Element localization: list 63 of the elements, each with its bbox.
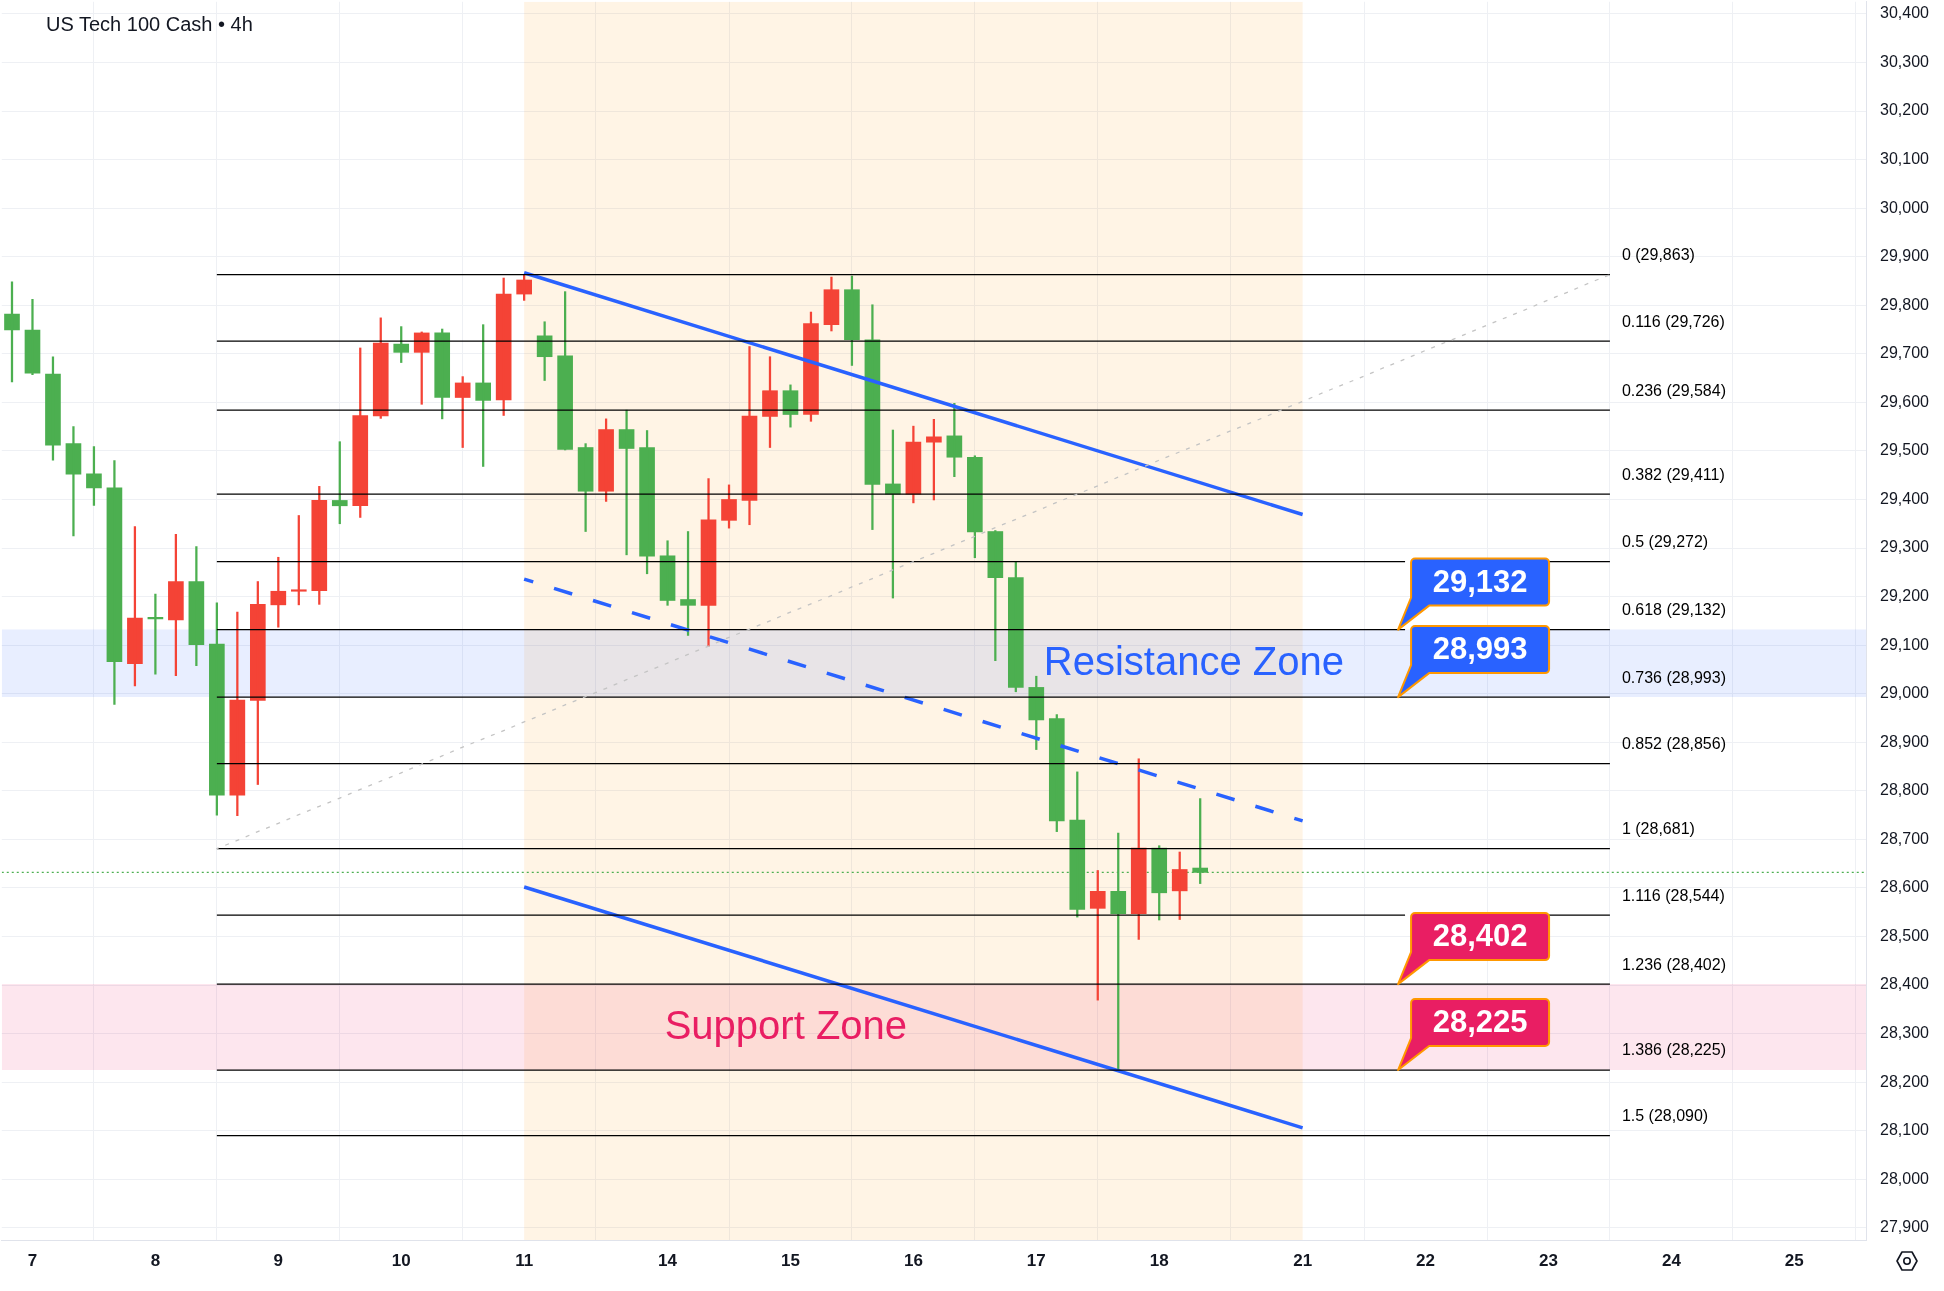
y-tick-label: 28,000: [1880, 1169, 1930, 1187]
y-tick-label: 28,400: [1880, 975, 1930, 993]
y-tick-label: 29,900: [1880, 247, 1930, 265]
x-tick-label: 11: [515, 1250, 534, 1270]
series-label: 1.386 (28,225): [1621, 1041, 1726, 1059]
x-tick-label: 8: [150, 1250, 161, 1270]
y-tick-label: 28,800: [1880, 781, 1930, 799]
x-tick-label: 18: [1149, 1250, 1169, 1270]
y-tick-label: 29,800: [1880, 295, 1930, 313]
x-tick-label: 21: [1293, 1250, 1313, 1270]
y-tick-label: 28,900: [1880, 732, 1930, 750]
series-label: 1.5 (28,090): [1621, 1107, 1709, 1124]
x-tick-label: 24: [1661, 1250, 1682, 1270]
y-tick-label: 30,100: [1880, 149, 1930, 167]
series-label: 0.852 (28,856): [1621, 735, 1726, 753]
y-tick-label: 28,200: [1880, 1072, 1930, 1090]
y-tick-label: 27,900: [1880, 1218, 1930, 1236]
y-tick-label: 30,200: [1880, 101, 1930, 119]
series-label: 0.736 (28,993): [1621, 668, 1726, 686]
y-tick-label: 29,000: [1880, 684, 1930, 702]
series-label: 0.5 (29,272): [1621, 533, 1709, 551]
x-tick-label: 25: [1784, 1250, 1804, 1270]
series-label: 0.382 (29,411): [1621, 465, 1725, 483]
series-label: 0.618 (29,132): [1621, 601, 1726, 619]
text: US Tech 100 Cash • 4h: [46, 12, 253, 36]
band-label: Support Zone: [664, 1003, 908, 1048]
x-tick-label: 17: [1026, 1250, 1046, 1270]
y-tick-label: 29,600: [1880, 392, 1930, 410]
annotation: 28,402: [1432, 918, 1528, 954]
series-label: 1.116 (28,544): [1621, 886, 1725, 904]
series-label: 1.236 (28,402): [1621, 955, 1726, 973]
y-tick-label: 30,000: [1880, 198, 1930, 216]
series-label: 0.236 (29,584): [1621, 381, 1726, 399]
x-tick-label: 16: [903, 1250, 923, 1270]
x-tick-label: 23: [1539, 1250, 1558, 1270]
y-tick-label: 28,500: [1880, 926, 1930, 944]
annotation: 29,132: [1432, 563, 1528, 599]
series-label: 0 (29,863): [1621, 246, 1695, 264]
x-tick-label: 14: [658, 1250, 678, 1270]
y-tick-label: 29,400: [1880, 489, 1930, 507]
band-label: Resistance Zone: [1043, 639, 1344, 684]
x-tick-label: 15: [781, 1250, 800, 1270]
y-tick-label: 30,400: [1880, 4, 1930, 22]
x-tick-label: 10: [391, 1250, 411, 1270]
y-tick-label: 28,600: [1880, 878, 1930, 896]
series-label: 1 (28,681): [1621, 820, 1695, 838]
y-tick-label: 29,300: [1880, 538, 1930, 556]
candlestick: [86, 446, 102, 506]
y-tick-label: 29,500: [1880, 441, 1930, 459]
annotation: 28,993: [1432, 631, 1528, 667]
y-tick-label: 29,200: [1880, 587, 1930, 604]
x-tick-label: 9: [273, 1250, 284, 1270]
x-tick-label: 22: [1416, 1250, 1436, 1270]
y-tick-label: 29,700: [1880, 344, 1930, 362]
y-tick-label: 28,700: [1880, 829, 1930, 847]
y-tick-label: 30,300: [1880, 52, 1930, 70]
y-tick-label: 29,100: [1880, 635, 1930, 653]
line-series: [216, 274, 1611, 850]
y-tick-label: 28,300: [1880, 1024, 1930, 1042]
series-label: 0.116 (29,726): [1621, 312, 1725, 330]
annotation: 28,225: [1432, 1004, 1528, 1040]
x-tick-label: 7: [27, 1250, 38, 1270]
y-tick-label: 28,100: [1880, 1121, 1930, 1139]
